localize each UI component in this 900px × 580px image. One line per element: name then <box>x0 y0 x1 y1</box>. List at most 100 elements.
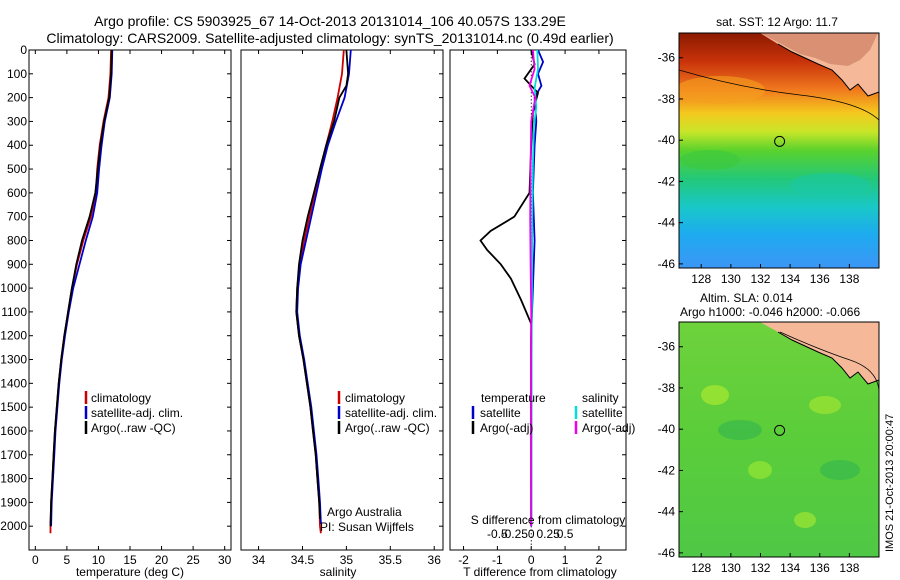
y-tick-label: 1300 <box>0 353 27 367</box>
y-tick-label: 900 <box>7 257 27 271</box>
series-line-t-argo-adj- <box>479 50 539 527</box>
sst-argo-marker <box>774 135 786 147</box>
x-tick-label: 10 <box>92 553 106 567</box>
y-tick-label: 400 <box>7 138 27 152</box>
x-tick-label: 35.5 <box>379 553 403 567</box>
x-tick-label: 0 <box>32 553 39 567</box>
sla-high-patch <box>701 385 729 405</box>
sla-low-patch <box>820 460 860 480</box>
sst-map-ticks: -36 -38 -40 -42 -44 -46 128 130 132 134 136 138 <box>658 51 860 286</box>
x-tick-label: 34 <box>252 553 266 567</box>
y-tick-label: 300 <box>7 114 27 128</box>
temperature-lines <box>49 50 114 534</box>
x-tick-label: -1 <box>492 553 503 567</box>
top-tick-label: 0.25 <box>536 527 560 541</box>
temperature-axes <box>28 49 232 551</box>
map-y-tick-label: -38 <box>658 381 676 395</box>
y-tick-label: 1100 <box>1 305 27 319</box>
map-y-tick-label: -42 <box>658 463 676 477</box>
sst-green-patch <box>680 150 740 170</box>
y-tick-label: 2000 <box>0 519 27 533</box>
salinity-xlabel: salinity <box>320 565 357 579</box>
salinity-axis-ticks: 34 34.5 35 35.5 36 <box>252 49 443 567</box>
salinity-axes <box>240 49 444 551</box>
map-x-tick-label: 136 <box>810 272 830 286</box>
map-x-tick-label: 130 <box>721 272 741 286</box>
y-tick-label: 1000 <box>0 281 27 295</box>
legend-label-satellite: satellite-adj. clim. <box>345 406 437 420</box>
sla-shelf-line <box>779 331 879 395</box>
sla-land <box>760 322 879 384</box>
sst-warm-patch <box>679 76 765 104</box>
series-line-argo-raw-qc- <box>49 50 113 527</box>
sst-coastline <box>777 43 879 97</box>
map-x-tick-label: 128 <box>691 561 711 575</box>
map-y-tick-label: -36 <box>658 340 676 354</box>
x-tick-label: 1 <box>562 553 569 567</box>
legend-label-climatology: climatology <box>345 391 405 405</box>
x-tick-label: 20 <box>155 553 169 567</box>
legend-label-s-argo: Argo(-adj) <box>582 421 635 435</box>
map-y-tick-label: -46 <box>658 546 676 560</box>
temperature-legend: climatology satellite-adj. clim. Argo(..… <box>84 391 183 435</box>
salinity-lines <box>295 50 352 534</box>
sst-land-shadow <box>760 33 878 66</box>
sla-coastline <box>777 331 879 385</box>
difference-panel: -2 -1 0 1 2 -0.5-0.25 0 0.250.5 T difference f… <box>449 49 635 579</box>
sst-map-frame <box>678 32 880 269</box>
y-tick-label: 1700 <box>0 448 27 462</box>
map-x-tick-label: 132 <box>750 561 770 575</box>
temperature-axis-ticks: 0 5 10 15 20 25 30 <box>32 49 232 567</box>
salinity-panel: 34 34.5 35 35.5 36 salinity climatology sate… <box>240 49 444 579</box>
y-tick-label: 0 <box>20 43 27 57</box>
map-y-tick-label: -44 <box>658 505 676 519</box>
map-x-tick-label: 138 <box>839 272 859 286</box>
sla-map-title-1: Altim. SLA: 0.014 <box>700 291 793 305</box>
sla-map-title-2: Argo h1000: -0.046 h2000: -0.066 <box>680 305 860 319</box>
map-y-tick-label: -44 <box>658 216 676 230</box>
map-x-tick-label: 130 <box>721 561 741 575</box>
salinity-legend: climatology satellite-adj. clim. Argo(..… <box>337 391 437 435</box>
imos-watermark: IMOS 21-Oct-2013 20:00:47 <box>884 414 896 552</box>
difference-xlabel: T difference from climatology <box>463 565 617 579</box>
title-line-1: Argo profile: CS 5903925_67 14-Oct-2013 … <box>94 13 566 29</box>
sla-map: Altim. SLA: 0.014 Argo h1000: -0.046 h20… <box>658 291 880 575</box>
top-tick-label: -0.25 <box>501 527 529 541</box>
sla-map-frame <box>678 321 880 558</box>
map-x-tick-label: 128 <box>691 272 711 286</box>
x-tick-label: -2 <box>458 553 469 567</box>
sla-high-patch <box>794 512 816 528</box>
x-tick-label: 35 <box>340 553 354 567</box>
sla-argo-marker <box>774 424 786 436</box>
legend-label-t-argo: Argo(-adj) <box>480 421 533 435</box>
sla-low-patch <box>718 420 762 440</box>
legend-label-climatology: climatology <box>91 391 151 405</box>
map-x-tick-label: 134 <box>780 272 800 286</box>
annotation-line-2: PI: Susan Wijffels <box>320 520 414 534</box>
x-tick-label: 15 <box>123 553 137 567</box>
map-y-tick-label: -40 <box>658 133 676 147</box>
x-tick-label: 2 <box>596 553 603 567</box>
temperature-panel: 0100200300400500600700800900100011001200… <box>0 43 231 579</box>
top-tick-label: 0 <box>528 527 535 541</box>
y-tick-label: 1800 <box>0 472 27 486</box>
legend-label-s-satellite: satellite <box>582 406 623 420</box>
map-x-tick-label: 132 <box>750 272 770 286</box>
y-tick-label: 1600 <box>0 424 27 438</box>
y-tick-label: 500 <box>7 162 27 176</box>
title-line-2: Climatology: CARS2009. Satellite-adjuste… <box>46 30 613 46</box>
x-tick-label: 0 <box>528 553 535 567</box>
x-tick-label: 34.5 <box>291 553 315 567</box>
legend-title-temperature: temperature <box>481 391 546 405</box>
map-x-tick-label: 138 <box>839 561 859 575</box>
y-tick-label: 1400 <box>0 376 27 390</box>
map-y-tick-label: -42 <box>658 174 676 188</box>
difference-lines <box>479 50 545 527</box>
sst-map-title: sat. SST: 12 Argo: 11.7 <box>716 15 838 29</box>
annotation-line-1: Argo Australia <box>327 505 402 519</box>
x-tick-label: 5 <box>64 553 71 567</box>
y-tick-label: 600 <box>7 186 27 200</box>
legend-label-t-satellite: satellite <box>480 406 521 420</box>
series-line-s-argo-adj- <box>528 50 537 527</box>
salinity-difference-label: S difference from climatology <box>471 513 626 527</box>
